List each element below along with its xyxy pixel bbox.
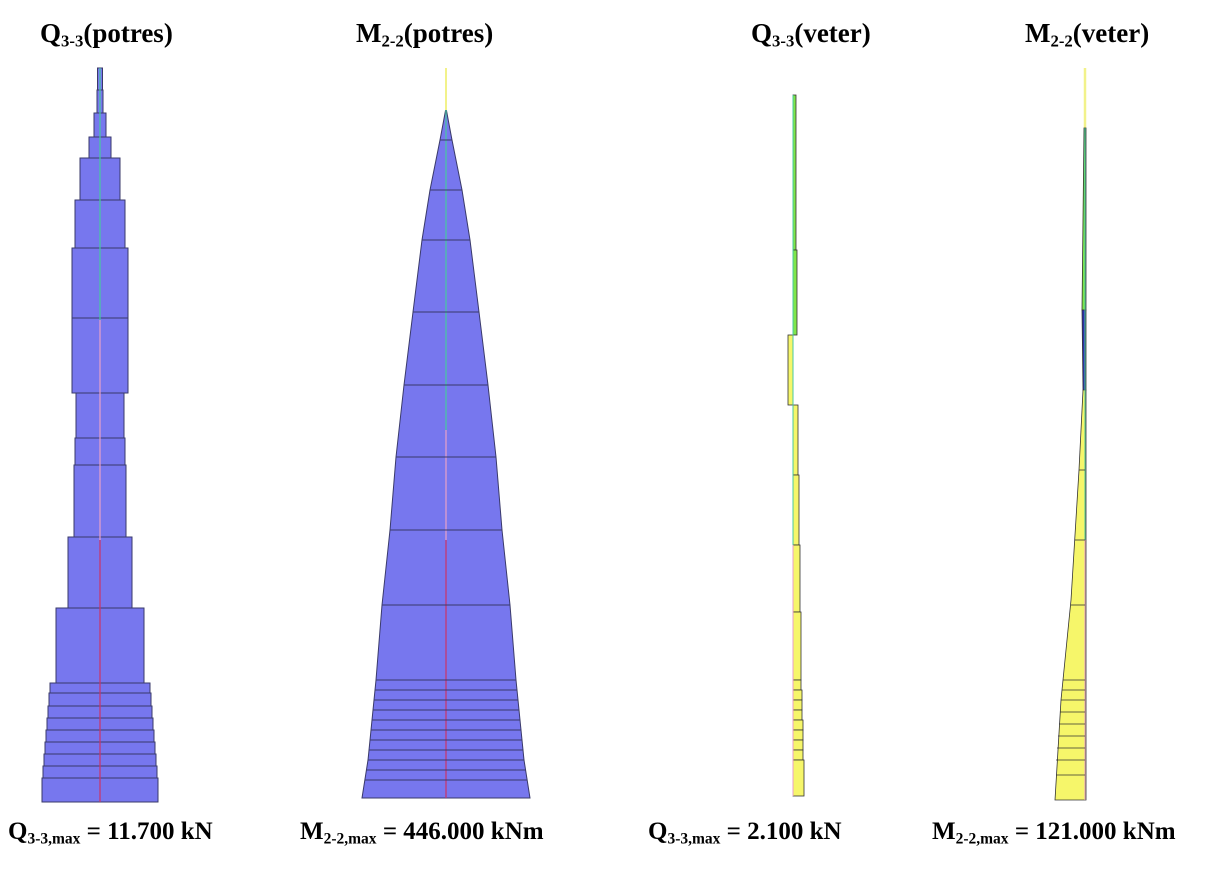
q-veter-segment bbox=[792, 729, 804, 741]
diagram-q-veter bbox=[787, 94, 805, 797]
q-veter-segment bbox=[792, 474, 800, 546]
q-veter-segment bbox=[792, 699, 803, 711]
diagram-q-potres bbox=[41, 67, 159, 803]
q-veter-segment bbox=[792, 404, 799, 476]
q-veter-segment bbox=[792, 749, 804, 761]
max-label-m-potres: M2-2,max = 446.000 kNm bbox=[300, 818, 544, 848]
title-m-potres-case: (potres) bbox=[403, 18, 494, 48]
diagram-m-veter bbox=[1054, 68, 1087, 801]
title-q-potres: Q3-3(potres) bbox=[40, 18, 173, 51]
q-veter-segment bbox=[792, 544, 801, 613]
title-m-potres: M2-2(potres) bbox=[356, 18, 494, 51]
q-veter-segment bbox=[792, 759, 805, 797]
title-m-veter-symbol: M bbox=[1025, 18, 1051, 48]
diagram-m-potres bbox=[361, 68, 531, 799]
q-veter-segment bbox=[792, 611, 802, 681]
title-m-veter-subscript: 2-2 bbox=[1050, 31, 1073, 51]
title-q-veter-symbol: Q bbox=[751, 18, 773, 48]
max-q-veter-subscript: 3-3,max bbox=[667, 830, 721, 848]
title-q-potres-subscript: 3-3 bbox=[61, 31, 84, 51]
q-veter-segment bbox=[792, 709, 803, 721]
title-q-veter-case: (veter) bbox=[794, 18, 871, 48]
max-q-potres-value: = 11.700 kN bbox=[80, 818, 213, 845]
max-m-veter-symbol: M bbox=[932, 818, 956, 845]
max-m-potres-symbol: M bbox=[300, 818, 324, 845]
q-veter-segment bbox=[792, 739, 804, 751]
title-m-veter-case: (veter) bbox=[1072, 18, 1150, 48]
max-m-potres-value: = 446.000 kNm bbox=[376, 818, 544, 845]
q-veter-segment bbox=[792, 719, 804, 731]
title-q-potres-symbol: Q bbox=[40, 18, 62, 48]
q-veter-segment bbox=[792, 679, 802, 691]
title-m-potres-subscript: 2-2 bbox=[381, 31, 404, 51]
m-veter-lower-region bbox=[1054, 389, 1087, 801]
max-q-potres-subscript: 3-3,max bbox=[27, 830, 81, 848]
title-m-potres-symbol: M bbox=[356, 18, 382, 48]
title-q-veter-subscript: 3-3 bbox=[772, 31, 795, 51]
q-veter-segment bbox=[792, 689, 803, 701]
max-m-veter-value: = 121.000 kNm bbox=[1008, 818, 1176, 845]
max-label-q-veter: Q3-3,max = 2.100 kN bbox=[648, 818, 842, 848]
max-m-potres-subscript: 2-2,max bbox=[323, 830, 377, 848]
title-q-veter: Q3-3(veter) bbox=[751, 18, 871, 51]
title-m-veter: M2-2(veter) bbox=[1025, 18, 1150, 51]
max-label-q-potres: Q3-3,max = 11.700 kN bbox=[8, 818, 213, 848]
max-m-veter-subscript: 2-2,max bbox=[955, 830, 1009, 848]
q-veter-segment bbox=[787, 334, 794, 406]
max-label-m-veter: M2-2,max = 121.000 kNm bbox=[932, 818, 1176, 848]
max-q-potres-symbol: Q bbox=[8, 818, 28, 845]
max-q-veter-value: = 2.100 kN bbox=[720, 818, 842, 845]
q-veter-segment bbox=[792, 249, 798, 336]
max-q-veter-symbol: Q bbox=[648, 818, 668, 845]
title-q-potres-case: (potres) bbox=[83, 18, 173, 48]
